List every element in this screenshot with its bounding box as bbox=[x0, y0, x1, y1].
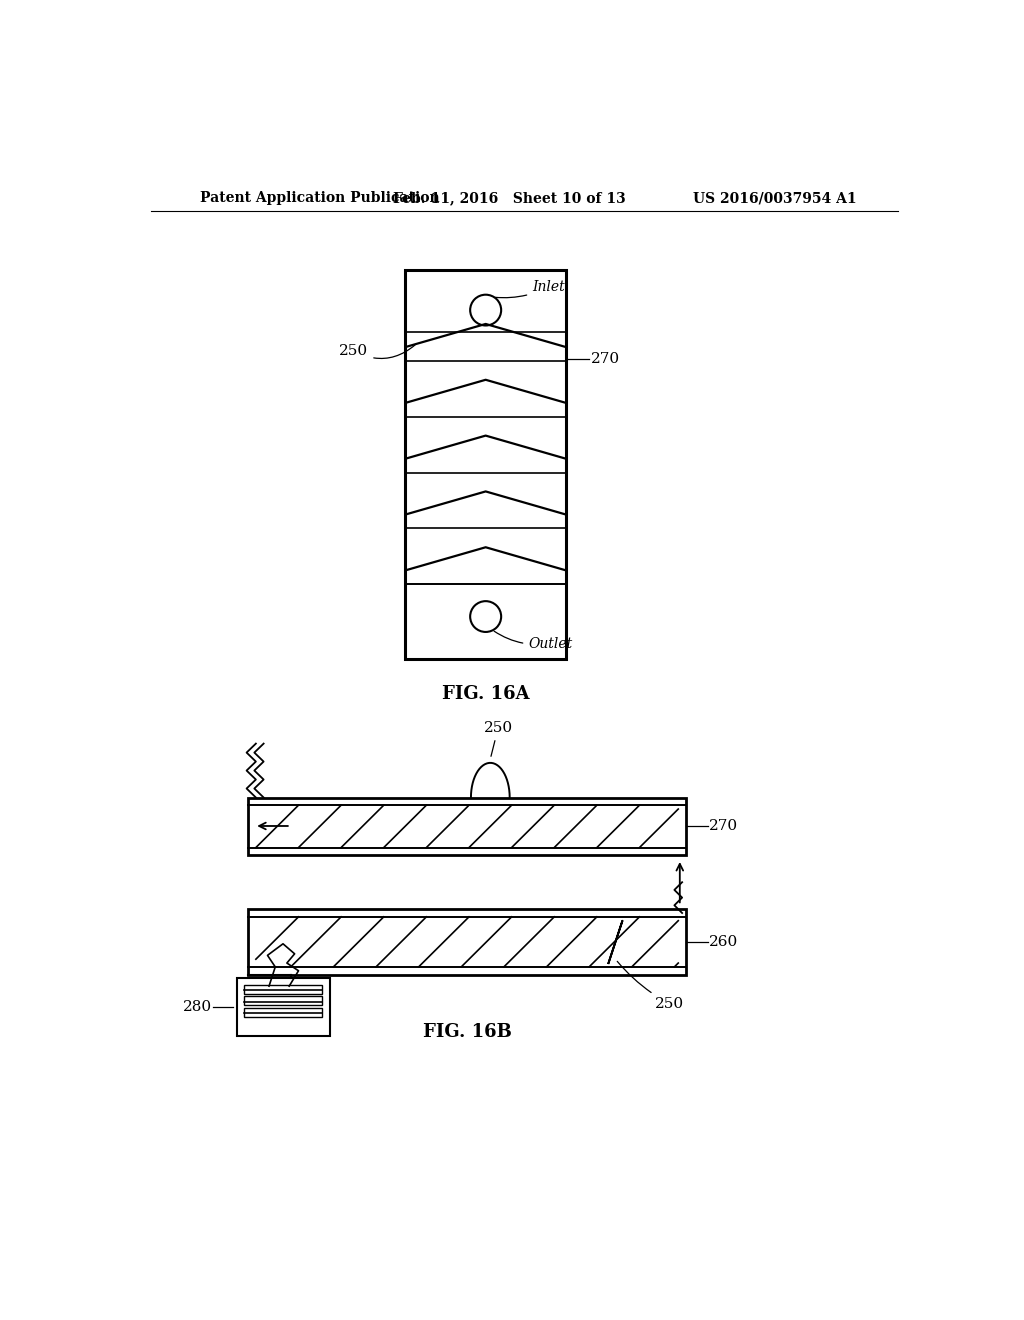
Text: Inlet: Inlet bbox=[495, 280, 565, 298]
Text: FIG. 16A: FIG. 16A bbox=[441, 685, 529, 702]
Text: US 2016/0037954 A1: US 2016/0037954 A1 bbox=[693, 191, 856, 206]
Text: FIG. 16B: FIG. 16B bbox=[423, 1023, 512, 1041]
Text: 250: 250 bbox=[617, 961, 684, 1011]
Text: 260: 260 bbox=[710, 935, 738, 949]
Text: Outlet: Outlet bbox=[495, 631, 572, 651]
Text: 270: 270 bbox=[710, 820, 738, 833]
Text: 250: 250 bbox=[339, 345, 415, 359]
Text: Feb. 11, 2016   Sheet 10 of 13: Feb. 11, 2016 Sheet 10 of 13 bbox=[393, 191, 626, 206]
Text: Patent Application Publication: Patent Application Publication bbox=[200, 191, 439, 206]
Text: 270: 270 bbox=[591, 351, 620, 366]
Text: 250: 250 bbox=[483, 721, 513, 756]
Text: 280: 280 bbox=[182, 1001, 212, 1014]
